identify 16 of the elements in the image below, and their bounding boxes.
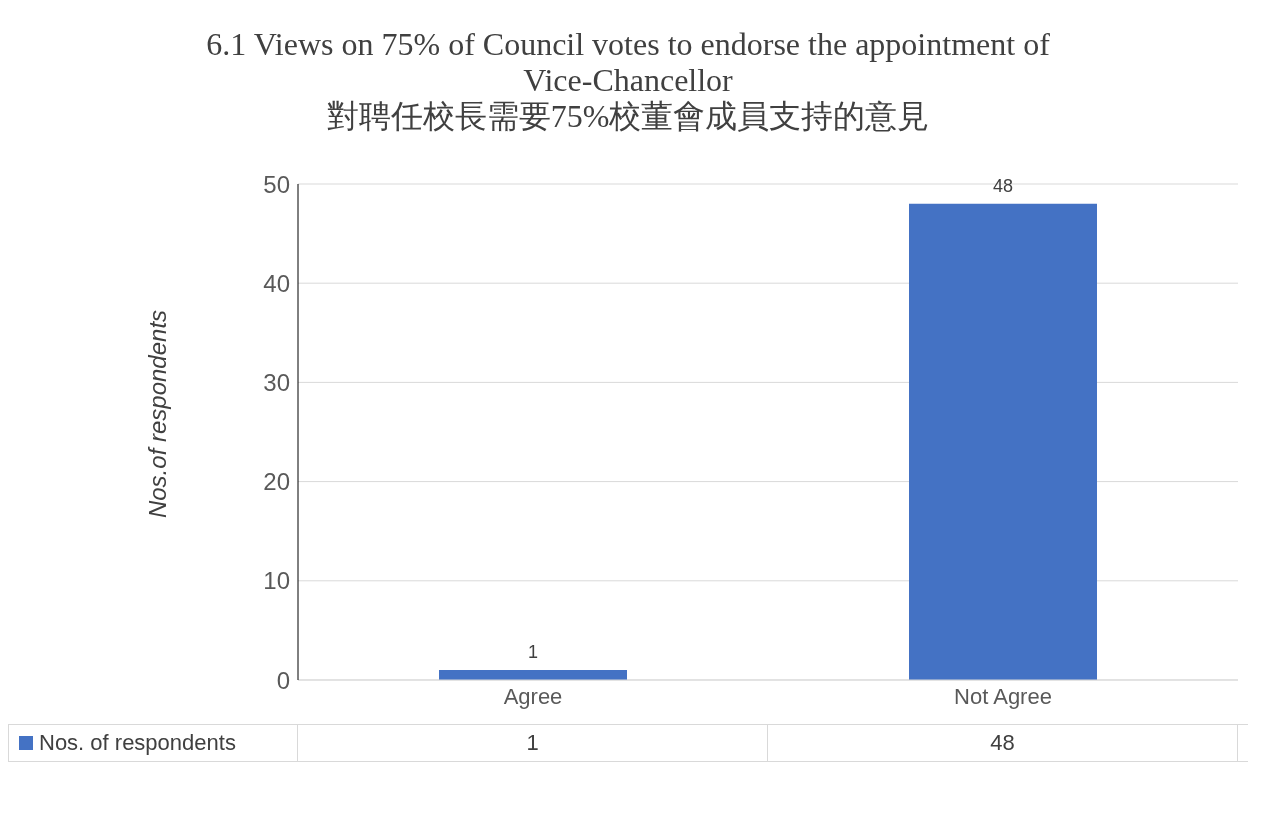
y-tick-label: 20 (263, 468, 290, 496)
y-tick-label: 0 (276, 666, 290, 694)
legend-label: Nos. of respondents (39, 730, 236, 756)
x-tick-label: Agree (503, 683, 563, 709)
y-tick-label: 50 (263, 170, 290, 198)
text: 1 (527, 642, 539, 663)
data-label: 1 (298, 725, 768, 761)
chart-subtitle: 對聘任校長需要75%校董會成員支持的意見 (325, 98, 931, 134)
y-tick-label: 40 (263, 269, 290, 297)
y-tick-label: 10 (263, 567, 290, 595)
y-tick-label: 30 (263, 368, 290, 396)
chart-title: 6.1 Views on 75% of Council votes to endorse the appointment of Vice-Chancellor (205, 26, 1051, 98)
text: 48 (992, 175, 1014, 196)
x-tick-label: Not Agree (954, 683, 1052, 709)
data-label: 48 (768, 725, 1238, 761)
y-axis-title: Nos.of respondents (144, 309, 172, 519)
